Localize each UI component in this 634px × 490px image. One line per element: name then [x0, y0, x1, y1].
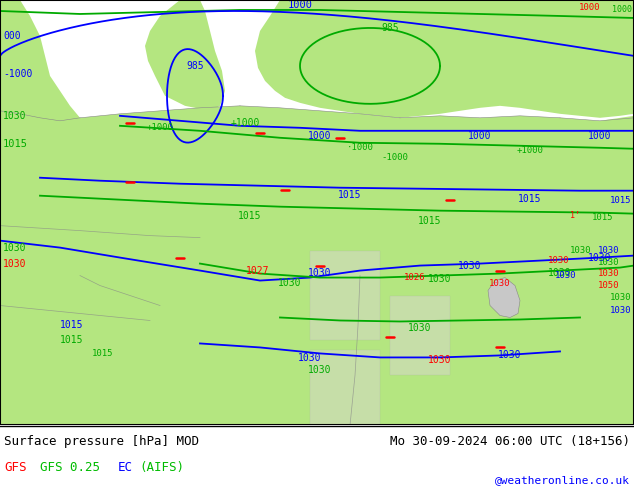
Text: -1000: -1000 [3, 69, 32, 79]
Text: 1030: 1030 [298, 353, 321, 364]
Text: 1050: 1050 [598, 281, 619, 290]
Text: 1015: 1015 [3, 139, 28, 149]
Text: 1030: 1030 [570, 246, 592, 255]
Text: GFS: GFS [4, 461, 27, 474]
Text: 1030: 1030 [598, 269, 619, 278]
Text: 1015: 1015 [418, 216, 442, 226]
Polygon shape [390, 295, 450, 375]
Text: 1015: 1015 [610, 196, 631, 205]
Text: Mo 30-09-2024 06:00 UTC (18+156): Mo 30-09-2024 06:00 UTC (18+156) [390, 435, 630, 448]
Text: 985: 985 [381, 23, 399, 33]
Polygon shape [255, 0, 634, 118]
Text: 1030: 1030 [3, 111, 27, 121]
Polygon shape [0, 0, 80, 121]
Text: 1015: 1015 [238, 211, 262, 220]
Text: 1000: 1000 [287, 0, 313, 10]
Text: 1030: 1030 [548, 268, 572, 277]
Text: 1030: 1030 [278, 277, 302, 288]
Text: 1000: 1000 [469, 131, 492, 141]
Text: Surface pressure [hPa] MOD: Surface pressure [hPa] MOD [4, 435, 199, 448]
Text: 1030: 1030 [428, 273, 452, 284]
Text: 1026: 1026 [404, 273, 426, 282]
Text: ·1000: ·1000 [347, 143, 373, 152]
Text: 1030: 1030 [3, 259, 27, 269]
Text: 1030: 1030 [308, 366, 332, 375]
Text: +1000: +1000 [230, 118, 260, 128]
Text: 1015: 1015 [60, 320, 84, 330]
Text: 1030: 1030 [548, 256, 569, 265]
Text: 1030: 1030 [408, 323, 432, 334]
Text: 1030: 1030 [3, 243, 27, 253]
Text: 1000: 1000 [612, 5, 632, 15]
Polygon shape [310, 250, 380, 341]
Text: 1015: 1015 [592, 213, 614, 222]
Text: 1030: 1030 [598, 258, 619, 267]
Text: 1030: 1030 [588, 253, 612, 263]
Polygon shape [0, 106, 634, 425]
Text: EC: EC [118, 461, 133, 474]
Text: 985: 985 [186, 61, 204, 71]
Text: 1030: 1030 [498, 350, 522, 361]
Text: +1000: +1000 [517, 146, 543, 155]
Text: 1030: 1030 [555, 271, 576, 280]
Text: 1000: 1000 [579, 3, 601, 12]
Text: -1000: -1000 [382, 153, 408, 162]
Text: 1027: 1027 [246, 266, 269, 275]
Text: GFS 0.25: GFS 0.25 [40, 461, 100, 474]
Text: 1030: 1030 [598, 246, 619, 255]
Text: (AIFS): (AIFS) [139, 461, 184, 474]
Text: 1015: 1015 [339, 190, 362, 200]
Polygon shape [310, 350, 380, 425]
Text: 1030: 1030 [308, 268, 332, 277]
Text: 1000: 1000 [588, 131, 612, 141]
Text: 1030: 1030 [610, 293, 631, 302]
Text: 1015: 1015 [92, 349, 113, 358]
Text: 1’: 1’ [570, 211, 580, 220]
Text: 1015: 1015 [60, 336, 84, 345]
Polygon shape [488, 277, 520, 318]
Text: 1030: 1030 [428, 355, 452, 366]
Text: 1030: 1030 [610, 306, 631, 315]
Text: @weatheronline.co.uk: @weatheronline.co.uk [495, 475, 630, 485]
Text: 000: 000 [3, 31, 21, 41]
Polygon shape [548, 0, 634, 106]
Text: +1000: +1000 [146, 123, 174, 132]
Text: 1030: 1030 [489, 279, 511, 288]
Text: 1015: 1015 [518, 194, 541, 204]
Text: 1000: 1000 [308, 131, 332, 141]
Polygon shape [145, 0, 225, 111]
Text: 1030: 1030 [458, 261, 482, 270]
